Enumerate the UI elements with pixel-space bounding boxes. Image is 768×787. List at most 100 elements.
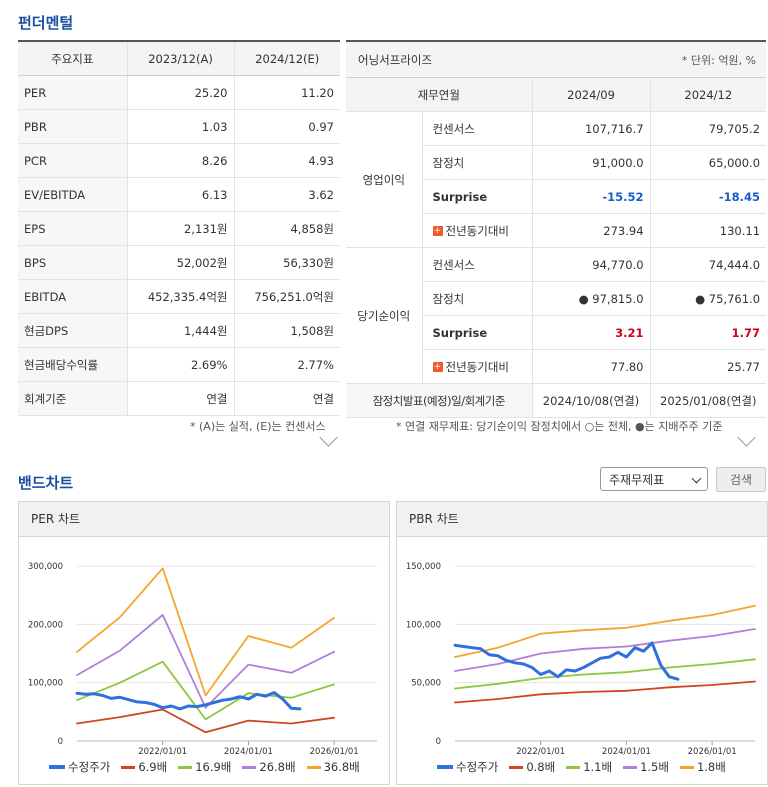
earnings-value: 94,770.0: [531, 247, 651, 282]
earnings-value: 1.77: [649, 315, 767, 350]
per-chart-title: PER 차트: [19, 502, 389, 537]
legend-label: 수정주가: [68, 760, 111, 774]
chevron-down-icon: [691, 473, 702, 484]
earnings-surprise-title: 어닝서프라이즈: [358, 53, 433, 67]
earnings-value: 91,000.0: [531, 145, 651, 180]
earnings-value: 74,444.0: [649, 247, 767, 282]
earnings-group-label: 영업이익: [346, 111, 422, 248]
earnings-value: 273.94: [531, 213, 651, 248]
legend-label: 26.8배: [259, 760, 296, 774]
indicator-value: 8.26: [126, 143, 234, 178]
y-tick-label: 50,000: [411, 679, 441, 689]
legend-item[interactable]: 1.5배: [623, 759, 669, 775]
legend-swatch: [178, 765, 193, 769]
series-line-36.8배: [76, 567, 336, 697]
legend-swatch: [437, 765, 453, 769]
earnings-row-label: Surprise: [421, 315, 533, 350]
earnings-value: ● 75,761.0: [649, 281, 767, 316]
indicator-value: 4,858원: [233, 211, 340, 246]
announcement-date: 2024/10/08(연결): [531, 383, 651, 418]
series-line-6.9배: [76, 708, 336, 734]
earnings-group-label: 당기순이익: [346, 247, 422, 384]
legend-item[interactable]: 1.8배: [679, 759, 726, 775]
series-line-1.8배: [454, 604, 756, 658]
announcement-label: 잠정치발표(예정)일/회계기준: [346, 383, 533, 418]
header-period: 2024/12: [649, 78, 767, 112]
legend-swatch: [242, 765, 257, 769]
legend-item[interactable]: 0.8배: [509, 759, 555, 775]
y-tick-label: 200,000: [28, 620, 63, 630]
earnings-row-label: 잠정치: [421, 145, 533, 180]
expand-chevron-icon[interactable]: [737, 428, 756, 447]
fundamentals-title: 펀더멘털: [18, 14, 74, 32]
legend-label: 1.5배: [640, 760, 669, 774]
search-button[interactable]: 검색: [716, 467, 766, 492]
earnings-row: 당기순이익 컨센서스 94,770.0 74,444.0: [346, 247, 767, 384]
legend-swatch: [306, 765, 321, 769]
indicator-value: 2.69%: [126, 347, 234, 382]
legend-item[interactable]: 6.9배: [121, 759, 167, 775]
indicator-value: 연결: [233, 381, 340, 416]
plus-icon[interactable]: +: [432, 362, 443, 372]
series-line-16.9배: [76, 660, 336, 721]
y-tick-label: 100,000: [28, 679, 63, 689]
indicator-row: PER 25.20 11.20: [18, 75, 340, 110]
statement-type-select[interactable]: 주재무제표: [600, 467, 708, 491]
legend-item[interactable]: 36.8배: [306, 759, 360, 775]
earnings-row: Surprise -15.52 -18.45: [346, 179, 767, 214]
earnings-row: 잠정치 ● 97,815.0 ● 75,761.0: [346, 281, 767, 316]
header-period: 2024/09: [531, 78, 651, 112]
indicator-row: 현금DPS 1,444원 1,508원: [18, 313, 340, 348]
series-line-26.8배: [76, 614, 336, 709]
indicator-value: 1.03: [126, 109, 234, 144]
earnings-row-label-text: Surprise: [432, 325, 488, 340]
x-tick-label: 2026/01/01: [310, 747, 359, 757]
earnings-row-label: 잠정치: [421, 281, 533, 316]
indicator-label: 현금DPS: [18, 313, 127, 348]
indicator-value: 0.97: [233, 109, 340, 144]
earnings-row: + 전년동기대비 77.80 25.77: [346, 349, 767, 384]
x-tick-label: 2024/01/01: [224, 747, 273, 757]
y-tick-label: 150,000: [406, 562, 441, 572]
earnings-value: -15.52: [531, 179, 651, 214]
series-line-0.8배: [454, 680, 756, 704]
indicator-label: 현금배당수익률: [18, 347, 127, 382]
indicator-row: 회계기준 연결 연결: [18, 381, 340, 416]
legend-label: 1.1배: [583, 760, 613, 774]
per-chart: 0 100,000 200,000 300,000 2022/01/01 2024/01/…: [28, 562, 377, 757]
indicator-value: 3.62: [233, 177, 340, 212]
earnings-value: 130.11: [649, 213, 767, 248]
earnings-row-label-text: 컨센서스: [432, 121, 475, 136]
indicator-row: PBR 1.03 0.97: [18, 109, 340, 144]
earnings-value: ● 97,815.0: [531, 281, 651, 316]
header-key-indicator: 주요지표: [18, 42, 127, 76]
header-2023-actual: 2023/12(A): [126, 42, 234, 76]
legend-swatch: [623, 765, 638, 769]
indicator-value: 1,444원: [126, 313, 234, 348]
legend-item[interactable]: 16.9배: [178, 759, 231, 775]
header-2024-estimate: 2024/12(E): [233, 42, 340, 76]
unit-label: * 단위: 억원, %: [681, 54, 756, 67]
y-tick-label: 0: [58, 737, 63, 747]
key-indicators-table: 주요지표 2023/12(A) 2024/12(E) PER 25.20 11.20…: [18, 40, 340, 416]
indicator-value: 52,002원: [126, 245, 234, 280]
plus-icon[interactable]: +: [432, 226, 443, 236]
y-tick-label: 300,000: [28, 562, 63, 572]
header-fiscal-period: 재무연월: [346, 78, 533, 112]
band-chart-title: 밴드차트: [18, 474, 74, 492]
legend-item[interactable]: 26.8배: [242, 759, 296, 775]
earnings-row-label-text: 잠정치: [432, 155, 465, 170]
indicator-value: 11.20: [233, 75, 340, 110]
legend-item[interactable]: 1.1배: [566, 759, 612, 775]
indicator-row: PCR 8.26 4.93: [18, 143, 340, 178]
earnings-row-label: Surprise: [421, 179, 533, 214]
indicator-label: PBR: [18, 109, 127, 144]
pbr-chart-title: PBR 차트: [397, 502, 767, 537]
legend-label: 0.8배: [526, 760, 556, 774]
indicator-label: BPS: [18, 245, 127, 280]
legend-item[interactable]: 수정주가: [49, 759, 110, 775]
earnings-row: + 전년동기대비 273.94 130.11: [346, 213, 767, 248]
legend-swatch: [566, 765, 581, 769]
indicator-value: 2,131원: [126, 211, 234, 246]
legend-item[interactable]: 수정주가: [437, 759, 498, 775]
